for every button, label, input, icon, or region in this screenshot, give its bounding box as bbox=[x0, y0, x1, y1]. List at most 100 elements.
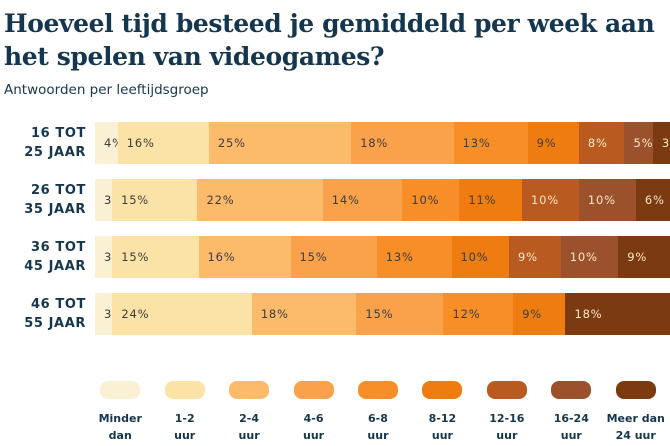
legend-item: 6-8 uur bbox=[346, 381, 410, 446]
chart-row: 36 TOT 45 JAAR3%15%16%15%13%10%9%10%9% bbox=[4, 236, 670, 278]
bar-segment: 11% bbox=[459, 179, 522, 221]
bar-segment: 10% bbox=[521, 179, 579, 221]
segment-value-label: 5% bbox=[633, 136, 654, 150]
segment-value-label: 6% bbox=[644, 193, 665, 207]
legend-label: Meer dan 24 uur bbox=[606, 412, 665, 442]
segment-value-label: 25% bbox=[217, 136, 246, 150]
bar-track: 3%24% 18% 15% 12% 9% 18% bbox=[95, 293, 670, 335]
bar-segment: 3% bbox=[652, 122, 670, 164]
segment-value-label: 10% bbox=[587, 193, 616, 207]
legend-label: 8-12 uur bbox=[428, 412, 457, 442]
legend-swatch bbox=[357, 381, 398, 399]
segment-value-label: 18% bbox=[574, 307, 603, 321]
bar-segment: 10% bbox=[451, 236, 509, 278]
bar-segment: 25% bbox=[208, 122, 352, 164]
bar-segment: 22% bbox=[197, 179, 323, 221]
legend-item: 12-16 uur bbox=[475, 381, 539, 446]
segment-value-label: 15% bbox=[299, 250, 328, 264]
page-title: Hoeveel tijd besteed je gemiddeld per we… bbox=[4, 9, 655, 71]
legend-label: 16-24 uur bbox=[553, 412, 589, 442]
segment-value-label: 8% bbox=[587, 136, 608, 150]
age-group-label: 16 TOT 25 JAAR bbox=[24, 126, 86, 160]
bar-segment: 8% bbox=[578, 122, 625, 164]
segment-value-label: 9% bbox=[536, 136, 557, 150]
bar-segment: 9% bbox=[618, 236, 670, 278]
bar-segment: 3% bbox=[95, 179, 123, 221]
legend-item: 1-2 uur bbox=[152, 381, 216, 446]
bar-segment: 13% bbox=[376, 236, 452, 278]
segment-value-label: 10% bbox=[530, 193, 559, 207]
bar-segment: 9% bbox=[527, 122, 579, 164]
bar-segment: 5% bbox=[624, 122, 654, 164]
age-group-label: 36 TOT 45 JAAR bbox=[24, 240, 86, 274]
chart-row: 46 TOT 55 JAAR 3%24% 18% 15% 12% 9% 18% bbox=[4, 293, 670, 335]
bar-segment: 10% bbox=[402, 179, 460, 221]
bar-segment: 14% bbox=[322, 179, 403, 221]
bar-segment: 4% bbox=[95, 122, 123, 164]
bar-segment: 18% bbox=[251, 293, 357, 335]
legend-swatch bbox=[229, 381, 270, 399]
segment-value-label: 16% bbox=[126, 136, 155, 150]
age-group-label: 26 TOT 35 JAAR bbox=[24, 183, 86, 217]
legend-item: Minder dan een uur bbox=[88, 381, 152, 446]
segment-value-label: 22% bbox=[206, 193, 235, 207]
bar-segment: 10% bbox=[578, 179, 636, 221]
segment-value-label: 24% bbox=[121, 307, 150, 321]
legend-label: 4-6 uur bbox=[302, 412, 325, 442]
legend-item: 16-24 uur bbox=[539, 381, 603, 446]
bar-track: 4%16% 25% 18% 13% 9% 8% 5% 3% bbox=[95, 122, 670, 164]
legend-item: Meer dan 24 uur bbox=[604, 381, 668, 446]
chart-row: 26 TOT 35 JAAR 3%15% 22% 14% 10% 11% 10% 10% 6% bbox=[4, 179, 670, 221]
legend-swatch bbox=[293, 381, 334, 399]
segment-value-label: 9% bbox=[518, 250, 538, 264]
chart-legend: Minder dan een uur 1-2 uur 2-4 uur 4-6 uur 6… bbox=[88, 381, 668, 446]
bar-segment: 3% bbox=[95, 236, 123, 278]
legend-swatch bbox=[100, 381, 141, 399]
legend-label: Minder dan een uur bbox=[98, 412, 142, 442]
legend-swatch bbox=[486, 381, 527, 399]
legend-swatch bbox=[422, 381, 463, 399]
bar-track: 3%15% 22% 14% 10% 11% 10% 10% 6% bbox=[95, 179, 670, 221]
segment-value-label: 18% bbox=[260, 307, 289, 321]
segment-value-label: 15% bbox=[121, 193, 150, 207]
bar-segment: 15% bbox=[112, 179, 198, 221]
legend-label: 12-16 uur bbox=[489, 412, 525, 442]
segment-value-label: 13% bbox=[385, 250, 414, 264]
legend-item: 8-12 uur bbox=[410, 381, 474, 446]
segment-value-label: 9% bbox=[522, 307, 543, 321]
bar-segment: 16% bbox=[198, 236, 291, 278]
bar-segment: 24% bbox=[112, 293, 252, 335]
legend-label: 2-4 uur bbox=[238, 412, 260, 442]
legend-label: 6-8 uur bbox=[367, 412, 389, 442]
bar-segment: 15% bbox=[290, 236, 377, 278]
segment-value-label: 10% bbox=[411, 193, 440, 207]
bar-segment: 6% bbox=[635, 179, 670, 221]
segment-value-label: 18% bbox=[360, 136, 389, 150]
bar-segment: 16% bbox=[117, 122, 209, 164]
chart-subtitle: Antwoorden per leeftijdsgroep bbox=[4, 82, 209, 98]
bar-segment: 18% bbox=[565, 293, 670, 335]
segment-value-label: 16% bbox=[207, 250, 236, 264]
segment-value-label: 13% bbox=[462, 136, 491, 150]
legend-item: 4-6 uur bbox=[281, 381, 345, 446]
segment-value-label: 3% bbox=[661, 136, 670, 150]
segment-value-label: 15% bbox=[365, 307, 394, 321]
bar-segment: 13% bbox=[453, 122, 528, 164]
chart-row: 16 TOT 25 JAAR 4%16% 25% 18% 13% 9% 8% 5% 3% bbox=[4, 122, 670, 164]
legend-swatch bbox=[615, 381, 656, 399]
bar-segment: 10% bbox=[560, 236, 619, 278]
bar-segment: 15% bbox=[112, 236, 199, 278]
legend-item: 2-4 uur bbox=[217, 381, 281, 446]
segment-value-label: 15% bbox=[121, 250, 150, 264]
bar-segment: 9% bbox=[509, 236, 561, 278]
segment-value-label: 10% bbox=[569, 250, 598, 264]
bar-segment: 3% bbox=[95, 293, 123, 335]
legend-swatch bbox=[164, 381, 205, 399]
bar-track: 3%15%16%15%13%10%9%10%9% bbox=[95, 236, 670, 278]
segment-value-label: 12% bbox=[452, 307, 481, 321]
legend-label: 1-2 uur bbox=[174, 412, 196, 442]
bar-segment: 12% bbox=[443, 293, 514, 335]
age-group-label: 46 TOT 55 JAAR bbox=[24, 297, 86, 331]
